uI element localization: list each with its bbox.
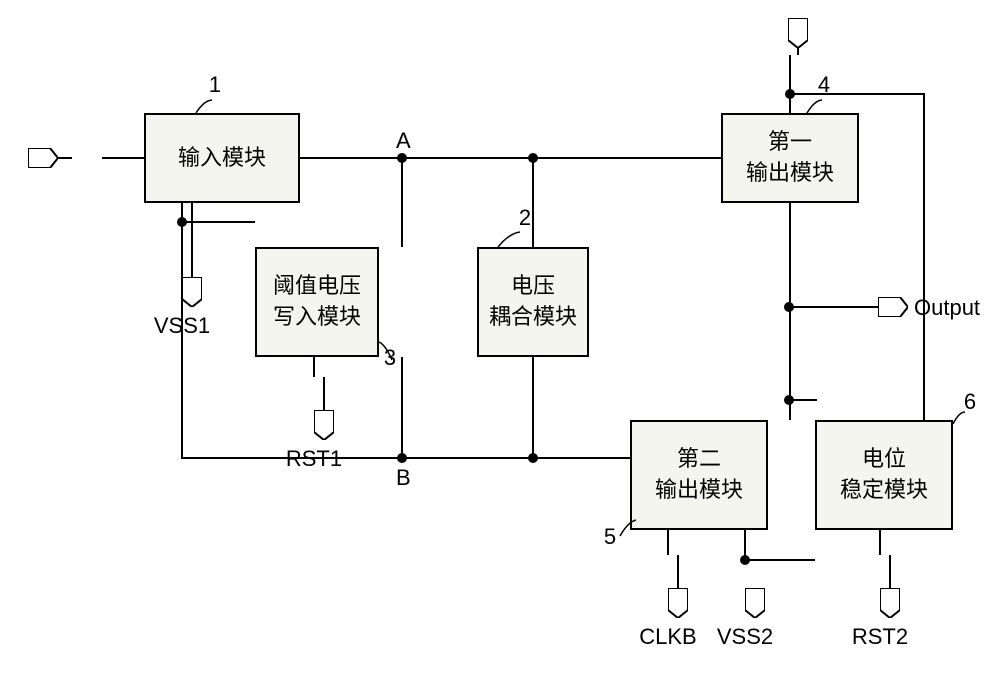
block-threshold-voltage-write: 阈值电压写入模块 (255, 247, 379, 357)
wire-4 (789, 55, 791, 113)
wire-15 (401, 357, 403, 457)
wire-20 (879, 530, 881, 555)
junction-node-7 (528, 453, 538, 463)
wire-0 (102, 157, 144, 159)
wire-12 (313, 357, 315, 377)
port-output-label: Output (914, 295, 980, 321)
stub-5 (889, 555, 891, 588)
ref-1: 1 (209, 72, 221, 98)
wire-8 (789, 306, 880, 308)
port-vss1-icon (182, 277, 202, 307)
port-input-icon (28, 148, 58, 168)
wire-19 (744, 559, 815, 561)
port-clkb-icon (668, 588, 688, 618)
node-label-b: B (396, 465, 411, 491)
port-rst2-label: RST2 (852, 624, 908, 650)
block-first-output: 第一输出模块 (721, 113, 859, 203)
port-vss2-label: VSS2 (717, 624, 773, 650)
wire-6 (923, 93, 925, 420)
leader-1 (498, 232, 520, 247)
junction-node-6 (397, 453, 407, 463)
port-rst1-icon (314, 410, 334, 440)
block-second-output: 第二输出模块 (630, 420, 768, 530)
port-rst1-label: RST1 (286, 446, 342, 472)
ref-2: 2 (519, 205, 531, 231)
wire-3 (532, 157, 534, 247)
junction-node-5 (177, 217, 187, 227)
ref-5: 5 (604, 524, 616, 550)
junction-node-2 (785, 89, 795, 99)
leader-0 (196, 100, 212, 113)
block-voltage-coupling: 电压耦合模块 (477, 247, 589, 357)
port-clkb-label: CLKB (639, 624, 696, 650)
port-vss1-label: VSS1 (154, 313, 210, 339)
stub-0 (191, 203, 193, 277)
leader-3 (807, 100, 822, 113)
wire-5 (789, 93, 924, 95)
port-output-icon (878, 297, 908, 317)
junction-node-8 (740, 555, 750, 565)
node-label-a: A (396, 128, 411, 154)
wire-13 (181, 221, 183, 458)
port-clk-icon (788, 18, 808, 48)
wire-1 (300, 157, 721, 159)
stub-1 (797, 48, 799, 55)
junction-node-0 (397, 153, 407, 163)
stub-2 (323, 377, 325, 410)
wire-2 (401, 157, 403, 247)
block-potential-stabilize: 电位稳定模块 (815, 420, 953, 530)
junction-node-1 (528, 153, 538, 163)
port-rst2-icon (880, 588, 900, 618)
ref-6: 6 (964, 389, 976, 415)
stub-3 (677, 555, 679, 588)
port-vss2-icon (745, 588, 765, 618)
block-input-module: 输入模块 (144, 113, 300, 203)
wire-17 (667, 530, 669, 555)
ref-3: 3 (384, 345, 396, 371)
junction-node-3 (784, 302, 794, 312)
junction-node-4 (784, 395, 794, 405)
wire-16 (532, 357, 534, 457)
